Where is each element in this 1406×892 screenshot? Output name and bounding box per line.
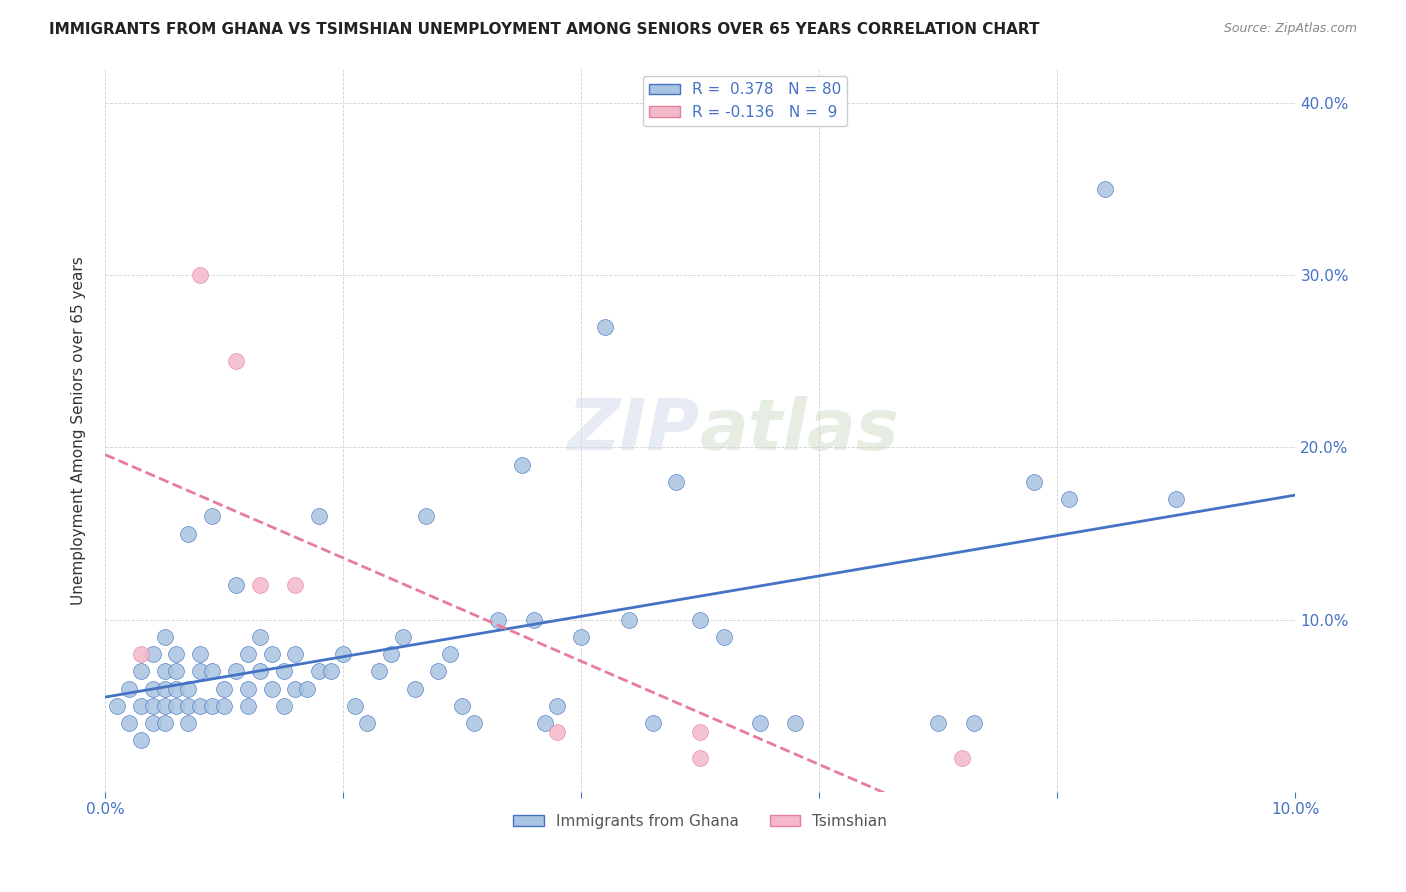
Point [1166, 492, 1188, 507]
Point [284, 578, 307, 592]
Point [153, 698, 176, 713]
Point [129, 698, 152, 713]
Point [522, 613, 544, 627]
Point [225, 354, 247, 368]
Point [689, 724, 711, 739]
Point [249, 665, 271, 679]
Point [105, 698, 128, 713]
Point [142, 681, 165, 696]
Point [1022, 475, 1045, 489]
Point [153, 716, 176, 731]
Point [188, 268, 211, 283]
Point [129, 665, 152, 679]
Point [273, 698, 295, 713]
Point [153, 681, 176, 696]
Point [391, 630, 413, 644]
Point [177, 681, 200, 696]
Point [297, 681, 319, 696]
Point [212, 698, 235, 713]
Point [225, 665, 247, 679]
Point [188, 698, 211, 713]
Point [165, 698, 187, 713]
Point [212, 681, 235, 696]
Text: Source: ZipAtlas.com: Source: ZipAtlas.com [1223, 22, 1357, 36]
Point [273, 665, 295, 679]
Point [188, 647, 211, 661]
Point [201, 698, 224, 713]
Point [308, 665, 330, 679]
Point [356, 716, 378, 731]
Point [546, 698, 568, 713]
Point [249, 630, 271, 644]
Point [451, 698, 474, 713]
Point [689, 613, 711, 627]
Point [1094, 182, 1116, 196]
Point [950, 750, 973, 764]
Point [546, 724, 568, 739]
Point [415, 509, 437, 524]
Point [260, 647, 283, 661]
Text: IMMIGRANTS FROM GHANA VS TSIMSHIAN UNEMPLOYMENT AMONG SENIORS OVER 65 YEARS CORR: IMMIGRANTS FROM GHANA VS TSIMSHIAN UNEMP… [49, 22, 1039, 37]
Point [249, 578, 271, 592]
Point [427, 665, 450, 679]
Y-axis label: Unemployment Among Seniors over 65 years: Unemployment Among Seniors over 65 years [72, 256, 86, 605]
Point [593, 319, 616, 334]
Point [260, 681, 283, 696]
Point [404, 681, 426, 696]
Point [617, 613, 640, 627]
Point [165, 665, 187, 679]
Point [118, 716, 141, 731]
Point [236, 647, 259, 661]
Point [367, 665, 389, 679]
Point [236, 681, 259, 696]
Point [284, 647, 307, 661]
Point [463, 716, 485, 731]
Point [343, 698, 366, 713]
Point [785, 716, 807, 731]
Point [665, 475, 688, 489]
Point [165, 681, 187, 696]
Point [142, 698, 165, 713]
Point [201, 665, 224, 679]
Point [689, 750, 711, 764]
Point [1059, 492, 1081, 507]
Point [713, 630, 735, 644]
Point [486, 613, 509, 627]
Point [142, 716, 165, 731]
Point [927, 716, 949, 731]
Point [641, 716, 664, 731]
Point [380, 647, 402, 661]
Text: ZIP: ZIP [568, 396, 700, 465]
Point [188, 665, 211, 679]
Point [165, 647, 187, 661]
Point [321, 665, 343, 679]
Point [308, 509, 330, 524]
Point [177, 698, 200, 713]
Point [236, 698, 259, 713]
Point [153, 665, 176, 679]
Point [510, 458, 533, 472]
Point [534, 716, 557, 731]
Point [201, 509, 224, 524]
Point [153, 630, 176, 644]
Legend: Immigrants from Ghana, Tsimshian: Immigrants from Ghana, Tsimshian [508, 808, 893, 835]
Point [284, 681, 307, 696]
Point [129, 647, 152, 661]
Text: atlas: atlas [700, 396, 900, 465]
Point [177, 526, 200, 541]
Point [439, 647, 461, 661]
Point [332, 647, 354, 661]
Point [142, 647, 165, 661]
Point [569, 630, 592, 644]
Point [748, 716, 770, 731]
Point [129, 733, 152, 747]
Point [225, 578, 247, 592]
Point [963, 716, 986, 731]
Point [177, 716, 200, 731]
Point [118, 681, 141, 696]
